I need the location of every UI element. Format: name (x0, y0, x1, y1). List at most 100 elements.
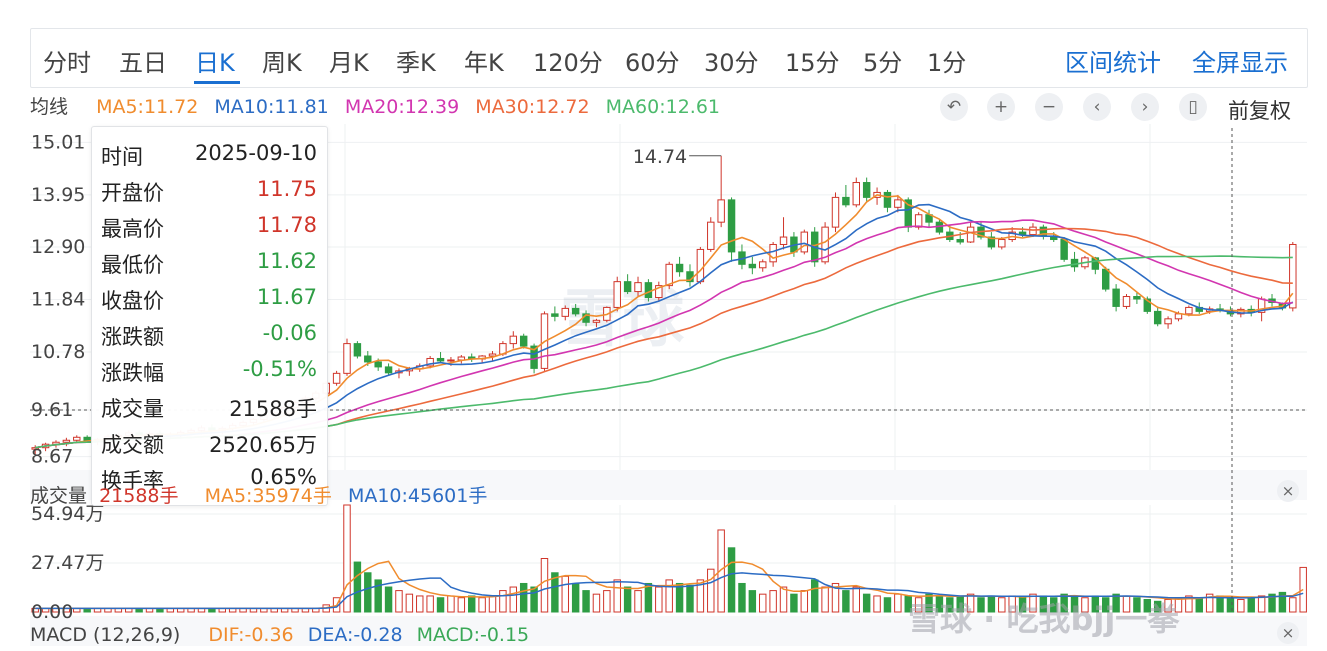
candle-body (332, 372, 341, 384)
right-icon[interactable]: › (1131, 93, 1159, 121)
macd-legend: MACD (12,26,9) DIF:-0.36 DEA:-0.28 MACD:… (30, 624, 529, 646)
zoom-in-icon[interactable]: + (987, 93, 1015, 121)
tab-monthly-k[interactable]: 月K (329, 49, 369, 77)
candle-body (800, 231, 809, 253)
close-volume-icon[interactable]: × (1277, 480, 1299, 502)
volume-bar (1195, 597, 1203, 613)
tab-15min[interactable]: 15分 (785, 49, 840, 77)
volume-bar (675, 582, 684, 613)
candle-body (842, 196, 850, 206)
tab-intraday[interactable]: 分时 (43, 49, 91, 77)
volume-bar (914, 597, 923, 613)
tooltip-row: 最高价 11.78 (101, 213, 317, 243)
price-tick-label: 15.01 (31, 131, 85, 153)
ma20-label: MA20:12.39 (344, 96, 460, 118)
left-icon[interactable]: ‹ (1083, 93, 1111, 121)
price-tick-label: 11.84 (31, 288, 85, 310)
volume-bar (894, 593, 902, 613)
candle-body (1101, 268, 1110, 290)
volume-bar (1029, 593, 1037, 613)
candle-body (894, 199, 902, 208)
candle-body (634, 282, 642, 293)
macd-dif: DIF:-0.36 (208, 624, 294, 646)
tooltip-label: 开盘价 (101, 181, 164, 205)
volume-bar (436, 597, 445, 613)
candle-body (1185, 306, 1193, 315)
volume-bar (707, 568, 715, 613)
tab-weekly-k[interactable]: 周K (262, 49, 302, 77)
volume-tick-label: 0.00 (31, 601, 73, 623)
tab-five-day[interactable]: 五日 (119, 49, 167, 77)
candle-body (623, 281, 632, 293)
volume-bar (634, 590, 642, 613)
volume-axis: 54.94万 27.47万 0.00 (31, 503, 104, 623)
tab-yearly-k[interactable]: 年K (464, 49, 504, 77)
candle-body (31, 447, 39, 450)
candle-body (779, 236, 788, 245)
volume-bar (1289, 597, 1297, 613)
volume-ma10-line (35, 572, 1304, 610)
candle-body (374, 361, 382, 368)
candle-body (821, 226, 829, 263)
volume-bar (1133, 597, 1141, 613)
candle-body (759, 261, 767, 269)
volume-bar (571, 582, 580, 613)
candle-body (862, 182, 871, 198)
close-macd-icon[interactable]: × (1277, 622, 1299, 644)
volume-bar (364, 572, 372, 613)
volume-bar (686, 584, 694, 613)
candle-body (727, 199, 736, 253)
volume-bar (1257, 595, 1266, 613)
volume-series (31, 504, 1307, 613)
candle-body (644, 282, 653, 299)
tooltip-value: -0.51% (242, 357, 317, 381)
tooltip-value: 11.75 (256, 177, 317, 201)
volume-bar (540, 558, 549, 613)
price-tick-label: 13.95 (31, 184, 85, 206)
price-tick-label: 9.61 (31, 399, 73, 421)
tooltip-label: 成交额 (101, 433, 164, 457)
candle-body (561, 307, 569, 317)
tooltip-label: 成交量 (101, 397, 164, 421)
volume-bar (416, 595, 424, 613)
undo-icon[interactable]: ↶ (940, 93, 968, 121)
volume-bar (655, 586, 663, 613)
volume-bar (717, 529, 725, 613)
candle-body (655, 285, 663, 299)
adjust-mode-select[interactable]: 前复权 (1228, 99, 1291, 123)
volume-bar (1205, 593, 1214, 613)
ma60-label: MA60:12.61 (605, 96, 721, 118)
tab-1min[interactable]: 1分 (927, 49, 967, 77)
tooltip-label: 涨跌额 (101, 325, 164, 349)
price-tick-label: 12.90 (31, 236, 85, 258)
volume-bar (426, 595, 434, 613)
tab-daily-k[interactable]: 日K (195, 49, 235, 77)
bottom-watermark: 雪球 · 吃我bjj一拳 (908, 600, 1180, 638)
price-axis: 15.01 13.95 12.90 11.84 10.78 9.61 8.67 (31, 131, 85, 467)
tooltip-value: 2520.65万 (209, 433, 317, 457)
tab-5min[interactable]: 5分 (863, 49, 903, 77)
volume-bar (779, 586, 788, 613)
candle-body (551, 313, 559, 317)
tab-quarterly-k[interactable]: 季K (396, 49, 436, 77)
range-stats-link[interactable]: 区间统计 (1065, 49, 1161, 77)
fullscreen-link[interactable]: 全屏显示 (1192, 49, 1288, 77)
candle-body (987, 236, 996, 248)
zoom-out-icon[interactable]: − (1035, 93, 1063, 121)
volume-bar (613, 579, 621, 613)
tab-120min[interactable]: 120分 (533, 49, 603, 77)
candle-icon[interactable]: ▯ (1179, 93, 1207, 121)
candle-body (1133, 296, 1141, 300)
candle-body (1122, 296, 1131, 307)
volume-bar (748, 590, 757, 613)
volume-bar (790, 593, 798, 613)
tooltip-row: 收盘价 11.67 (101, 285, 317, 315)
candle-body (530, 345, 538, 369)
candle-body (613, 281, 621, 308)
candle-body (1289, 243, 1297, 309)
volume-bar (592, 593, 601, 613)
candle-body (592, 319, 601, 323)
tab-30min[interactable]: 30分 (704, 49, 759, 77)
tab-60min[interactable]: 60分 (625, 49, 680, 77)
candle-body (519, 335, 528, 347)
